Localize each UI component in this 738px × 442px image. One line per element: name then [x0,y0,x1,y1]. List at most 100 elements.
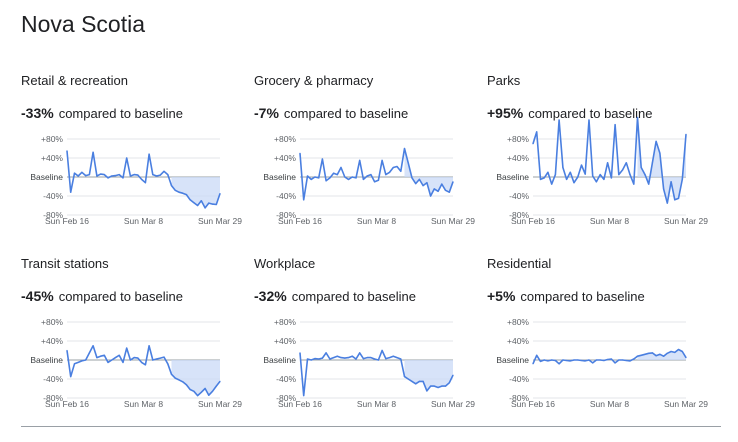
data-point [622,359,624,361]
data-point [426,390,428,392]
data-point [200,200,202,202]
data-point [674,199,676,201]
data-point [197,395,199,397]
y-tick-label: +80% [41,317,63,327]
data-point [625,162,627,164]
data-point [633,183,635,185]
x-tick-label: Sun Mar 8 [590,399,629,409]
data-point [137,357,139,359]
data-point [197,204,199,207]
x-tick-label: Sun Mar 8 [357,399,396,409]
data-point [96,357,98,359]
data-point [77,361,79,363]
data-point [351,176,353,178]
chart-title: Workplace [254,256,316,271]
data-point [200,391,202,393]
data-point [677,348,680,351]
data-point [182,381,184,383]
data-point [333,172,335,174]
data-point [426,182,428,184]
y-tick-label: +40% [274,153,296,163]
data-point [219,193,221,195]
data-point [580,164,583,166]
change-summary: -32% compared to baseline [254,288,416,304]
data-point [129,175,131,177]
data-point [551,183,553,185]
x-tick-label: Sun Mar 29 [198,216,242,226]
data-point [381,349,383,352]
line-chart: +80% +40% Baseline -40% -80%Sun Feb 16 Sun Ma… [263,134,475,226]
chart-panel: Transit stations -45% compared to baseline… [21,256,253,436]
change-text: compared to baseline [528,106,653,121]
data-point [569,171,571,173]
data-point [185,194,187,196]
x-tick-label: Sun Feb 16 [511,399,555,409]
data-point [389,357,391,359]
change-value: +5% [487,288,516,304]
data-point [618,359,620,361]
data-point [396,357,398,359]
data-point [103,354,105,356]
y-tick-label: -40% [509,374,529,384]
data-point [204,387,206,390]
data-point [85,175,87,177]
chart-panel: Parks +95% compared to baseline +80% +40% Bas… [487,73,719,253]
data-point [536,131,538,133]
data-point [666,352,668,354]
data-point [182,192,184,194]
data-point [599,174,601,176]
data-point [133,357,135,359]
baseline-label: Baseline [30,355,63,365]
chart-panel: Workplace -32% compared to baseline +80% +40… [254,256,486,436]
data-point [381,159,383,161]
data-point [88,174,90,176]
data-point [407,378,409,380]
data-point [204,207,206,209]
data-point [362,178,364,180]
data-point [362,358,364,360]
data-point [562,359,564,361]
data-point [329,177,331,179]
y-tick-label: +40% [41,153,63,163]
data-point [448,382,450,384]
data-point [554,174,556,176]
data-point [536,354,538,356]
data-point [411,380,413,382]
shaded-area [171,360,220,396]
data-point [340,166,342,169]
data-point [663,355,665,357]
data-point [622,169,624,171]
y-tick-label: +80% [274,134,296,144]
data-point [156,175,158,177]
y-tick-label: -80% [276,393,296,403]
x-tick-label: Sun Mar 29 [198,399,242,409]
x-tick-label: Sun Feb 16 [45,216,89,226]
data-point [452,374,454,376]
data-point [655,355,657,357]
data-point [422,185,424,187]
data-point [659,353,661,355]
data-point [547,360,549,362]
page-title: Nova Scotia [21,11,146,37]
chart-panel: Residential +5% compared to baseline +80% +4… [487,256,719,436]
data-point [644,174,646,176]
y-tick-label: -40% [276,374,296,384]
data-point [340,357,342,359]
data-point [167,363,169,365]
data-point [178,379,180,381]
data-point [81,171,83,173]
data-point [215,203,217,206]
data-point [433,188,435,190]
change-text: compared to baseline [58,289,183,304]
data-point [321,158,323,160]
data-point [163,170,165,172]
y-tick-label: -80% [276,210,296,220]
data-point [659,152,661,154]
change-summary: +95% compared to baseline [487,105,653,121]
data-point [636,117,639,119]
change-summary: -33% compared to baseline [21,105,183,121]
data-point [318,177,320,179]
y-tick-label: -80% [509,393,529,403]
data-point [584,360,586,362]
data-point [618,174,620,176]
